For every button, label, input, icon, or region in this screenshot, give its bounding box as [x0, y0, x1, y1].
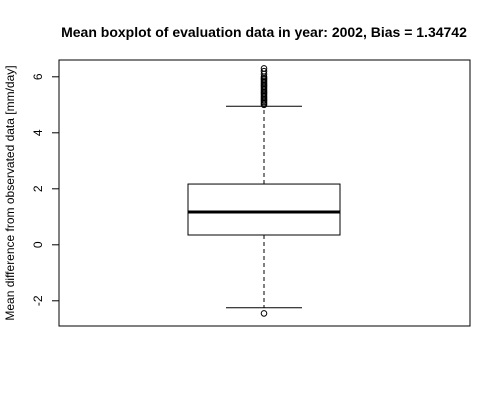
outlier-point: [260, 67, 268, 75]
outlier-points: [260, 65, 268, 317]
y-tick-label: 6: [31, 73, 45, 80]
y-axis-ticks: -2 0 2 4 6: [31, 73, 59, 306]
outlier-point: [260, 65, 268, 72]
interquartile-box: [187, 183, 341, 236]
y-axis-label: Mean difference from observated data [mm…: [3, 65, 17, 320]
y-tick-label: 0: [31, 241, 45, 248]
y-tick-label: 2: [31, 185, 45, 192]
y-axis: -2 0 2 4 6: [31, 73, 60, 306]
chart-title: Mean boxplot of evaluation data in year:…: [61, 24, 467, 40]
outlier-point: [260, 310, 268, 317]
y-tick-label: -2: [31, 295, 45, 306]
boxplot-group: [187, 65, 341, 317]
y-tick-label: 4: [31, 129, 45, 136]
